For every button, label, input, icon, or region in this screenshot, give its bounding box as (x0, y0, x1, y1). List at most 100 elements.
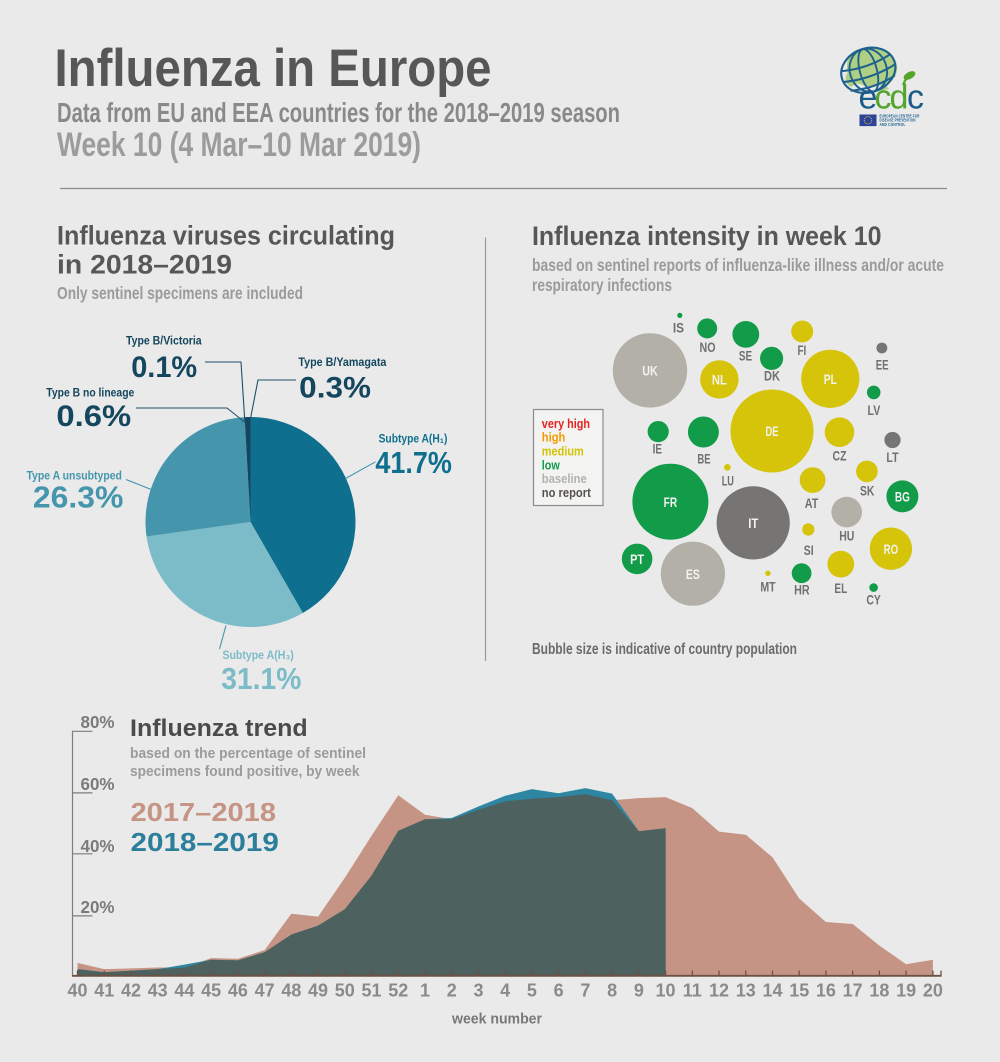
svg-text:48: 48 (281, 980, 301, 1000)
svg-text:DK: DK (764, 369, 780, 384)
svg-text:PT: PT (630, 551, 644, 567)
svg-text:40%: 40% (81, 836, 115, 856)
svg-text:41: 41 (94, 980, 114, 1000)
svg-text:Type B/Victoria: Type B/Victoria (126, 333, 202, 347)
svg-text:LV: LV (868, 403, 881, 418)
svg-text:10: 10 (656, 980, 676, 1000)
svg-text:12: 12 (709, 980, 729, 1000)
svg-text:FR: FR (664, 494, 678, 510)
svg-text:7: 7 (580, 980, 590, 1000)
svg-text:EL: EL (834, 581, 847, 596)
svg-text:20: 20 (923, 980, 943, 1000)
svg-text:13: 13 (736, 980, 756, 1000)
svg-text:6: 6 (554, 980, 564, 1000)
svg-text:44: 44 (174, 980, 194, 1000)
svg-text:UK: UK (642, 363, 658, 379)
svg-text:very high: very high (542, 417, 590, 431)
svg-text:RO: RO (884, 541, 899, 557)
svg-text:PL: PL (824, 371, 837, 387)
svg-text:40: 40 (67, 980, 87, 1000)
svg-text:SI: SI (804, 543, 814, 558)
svg-text:Influenza trend: Influenza trend (130, 715, 308, 742)
svg-text:1: 1 (420, 980, 430, 1000)
svg-text:19: 19 (896, 980, 916, 1000)
svg-text:9: 9 (634, 980, 644, 1000)
svg-text:45: 45 (201, 980, 221, 1000)
svg-text:17: 17 (843, 980, 863, 1000)
svg-text:based on the percentage of sen: based on the percentage of sentinel (130, 745, 366, 762)
svg-text:2018–2019: 2018–2019 (131, 829, 279, 857)
svg-text:NO: NO (700, 340, 716, 355)
svg-text:Only sentinel specimens are in: Only sentinel specimens are included (57, 283, 303, 303)
svg-text:4: 4 (500, 980, 510, 1000)
svg-text:Influenza in Europe: Influenza in Europe (55, 39, 492, 98)
svg-text:52: 52 (388, 980, 408, 1000)
svg-text:DE: DE (766, 423, 779, 439)
svg-text:Data from EU and EEA countries: Data from EU and EEA countries for the 2… (57, 97, 620, 128)
svg-text:2017–2018: 2017–2018 (131, 799, 277, 827)
svg-text:8: 8 (607, 980, 617, 1000)
svg-text:FI: FI (798, 343, 807, 358)
svg-text:14: 14 (762, 980, 782, 1000)
svg-text:20%: 20% (81, 897, 115, 917)
svg-text:80%: 80% (81, 712, 115, 732)
svg-text:Week 10 (4 Mar–10 Mar 2019): Week 10 (4 Mar–10 Mar 2019) (57, 126, 421, 164)
svg-text:IE: IE (653, 442, 662, 457)
svg-text:EE: EE (876, 358, 889, 373)
svg-text:medium: medium (542, 445, 584, 459)
svg-text:Subtype A(H₁): Subtype A(H₁) (379, 432, 448, 446)
svg-text:49: 49 (308, 980, 328, 1000)
svg-text:16: 16 (816, 980, 836, 1000)
svg-text:BE: BE (697, 452, 710, 467)
svg-text:BG: BG (895, 489, 910, 505)
svg-text:Type A unsubtyped: Type A unsubtyped (26, 469, 122, 483)
svg-text:47: 47 (255, 980, 275, 1000)
svg-text:DISEASE PREVENTION: DISEASE PREVENTION (880, 118, 916, 123)
svg-text:43: 43 (148, 980, 168, 1000)
svg-text:46: 46 (228, 980, 248, 1000)
svg-text:2: 2 (447, 980, 457, 1000)
svg-text:11: 11 (683, 980, 702, 1000)
svg-text:18: 18 (869, 980, 889, 1000)
svg-text:ES: ES (686, 566, 700, 582)
svg-text:high: high (542, 431, 566, 445)
svg-text:NL: NL (712, 372, 727, 388)
svg-text:SK: SK (860, 484, 875, 499)
svg-text:0.3%: 0.3% (299, 372, 371, 405)
svg-text:week number: week number (451, 1011, 542, 1028)
svg-text:c: c (907, 79, 924, 117)
svg-text:Subtype A(H₃): Subtype A(H₃) (222, 648, 293, 662)
svg-text:41.7%: 41.7% (375, 445, 452, 480)
svg-text:HU: HU (839, 529, 854, 544)
svg-text:respiratory infections: respiratory infections (532, 275, 672, 295)
svg-text:0.1%: 0.1% (131, 351, 197, 384)
svg-text:3: 3 (473, 980, 483, 1000)
svg-text:Influenza intensity in week 10: Influenza intensity in week 10 (532, 221, 882, 251)
svg-text:Type B/Yamagata: Type B/Yamagata (298, 355, 386, 369)
svg-text:Type B no lineage: Type B no lineage (46, 386, 134, 400)
svg-text:AT: AT (805, 496, 819, 511)
svg-text:51: 51 (362, 980, 382, 1000)
svg-text:0.6%: 0.6% (56, 400, 131, 433)
svg-text:in 2018–2019: in 2018–2019 (57, 250, 232, 280)
svg-text:15: 15 (789, 980, 809, 1000)
svg-text:SE: SE (739, 349, 752, 364)
svg-text:based on sentinel reports of i: based on sentinel reports of influenza-l… (532, 255, 944, 275)
svg-text:IT: IT (748, 515, 758, 531)
svg-text:e: e (859, 79, 878, 117)
svg-text:HR: HR (794, 583, 810, 598)
svg-text:Influenza viruses circulating: Influenza viruses circulating (57, 220, 395, 250)
svg-text:42: 42 (121, 980, 141, 1000)
svg-text:CY: CY (866, 593, 880, 608)
svg-text:EUROPEAN CENTRE FOR: EUROPEAN CENTRE FOR (880, 114, 920, 119)
svg-text:5: 5 (527, 980, 537, 1000)
svg-text:specimens found positive, by w: specimens found positive, by week (130, 763, 360, 780)
svg-text:Bubble size is indicative of c: Bubble size is indicative of country pop… (532, 641, 797, 658)
svg-text:IS: IS (673, 321, 684, 336)
svg-text:low: low (542, 458, 560, 472)
svg-text:AND CONTROL: AND CONTROL (880, 122, 906, 127)
svg-text:MT: MT (760, 580, 776, 595)
svg-text:60%: 60% (81, 774, 115, 794)
svg-text:LU: LU (722, 474, 734, 489)
svg-text:LT: LT (886, 450, 899, 465)
